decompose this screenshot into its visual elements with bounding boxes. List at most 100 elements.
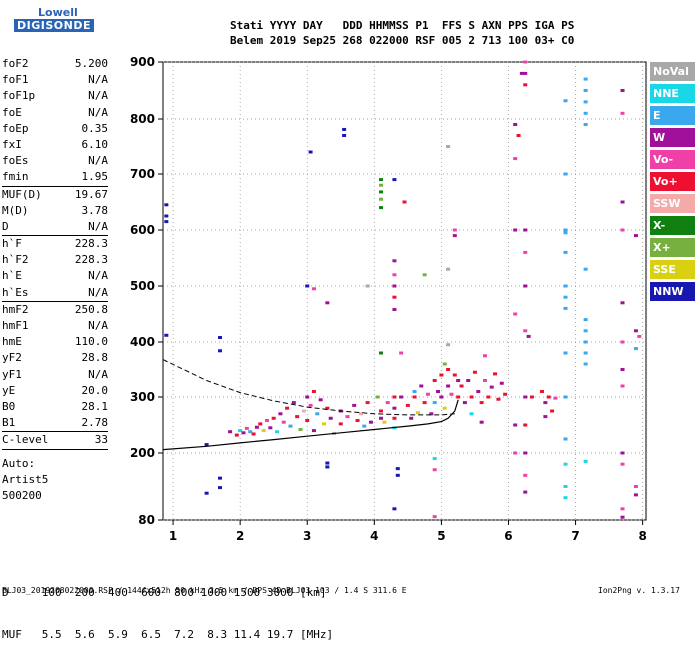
param-value: 2.78 bbox=[81, 416, 109, 430]
echo-point bbox=[523, 250, 528, 254]
legend-item: NoVal bbox=[650, 62, 695, 81]
echo-point bbox=[563, 437, 568, 441]
echo-point bbox=[442, 406, 447, 410]
echo-point bbox=[218, 336, 223, 340]
echo-point bbox=[553, 396, 558, 400]
echo-point bbox=[543, 415, 548, 419]
digisonde-logo: Lowell DIGISONDE bbox=[2, 4, 94, 38]
echo-point bbox=[395, 473, 400, 477]
echo-point bbox=[523, 284, 528, 288]
echo-point bbox=[305, 419, 310, 423]
echo-point bbox=[523, 473, 528, 477]
echo-point bbox=[325, 465, 330, 469]
echo-point bbox=[583, 267, 588, 271]
param-value: 5.200 bbox=[74, 57, 108, 70]
echo-point bbox=[499, 381, 504, 385]
echo-point bbox=[204, 443, 209, 447]
echo-point bbox=[620, 384, 625, 388]
param-row: h`E N/A bbox=[2, 268, 108, 284]
param-value: 19.67 bbox=[74, 187, 108, 201]
echo-point bbox=[513, 423, 518, 427]
legend-item: W bbox=[650, 128, 695, 147]
echo-point bbox=[422, 401, 427, 405]
echo-point bbox=[583, 351, 588, 355]
param-value: 28.1 bbox=[81, 399, 109, 413]
echo-point bbox=[258, 422, 263, 426]
echo-point bbox=[523, 329, 528, 333]
param-label: C-level bbox=[2, 433, 49, 447]
param-separator bbox=[2, 235, 108, 237]
echo-point bbox=[311, 429, 316, 433]
echo-point bbox=[563, 395, 568, 399]
param-label: foEs bbox=[2, 154, 29, 168]
echo-point bbox=[633, 493, 638, 497]
param-label: foE bbox=[2, 105, 22, 119]
echo-point bbox=[523, 71, 528, 75]
param-row: C-level 33 bbox=[2, 432, 108, 448]
param-value: 28.8 bbox=[81, 351, 109, 365]
param-label: hmE bbox=[2, 335, 22, 349]
echo-point bbox=[620, 228, 625, 232]
echo-point bbox=[583, 89, 588, 92]
echo-point bbox=[419, 384, 424, 388]
param-value: N/A bbox=[88, 319, 108, 332]
echo-point bbox=[358, 412, 363, 416]
echo-point bbox=[633, 347, 638, 351]
param-label: fmin bbox=[2, 170, 29, 184]
y-tick-label: 80 bbox=[138, 513, 155, 527]
echo-point bbox=[583, 111, 588, 115]
param-row: fmin 1.95 bbox=[2, 169, 108, 185]
echo-point bbox=[322, 422, 326, 426]
echo-point bbox=[218, 476, 223, 480]
echo-point bbox=[305, 284, 310, 288]
echo-point bbox=[446, 145, 451, 148]
param-label: foF1 bbox=[2, 73, 29, 87]
echo-point bbox=[308, 403, 313, 407]
param-value: N/A bbox=[88, 269, 108, 283]
y-tick-label: 300 bbox=[130, 390, 155, 404]
echo-point bbox=[620, 89, 625, 92]
logo-product: DIGISONDE bbox=[14, 19, 94, 32]
param-value: 228.3 bbox=[74, 237, 108, 251]
echo-point bbox=[633, 485, 638, 488]
echo-point bbox=[392, 178, 397, 182]
echo-point bbox=[311, 287, 316, 291]
echo-point bbox=[238, 429, 243, 433]
echo-point bbox=[563, 172, 568, 176]
echo-point bbox=[620, 111, 625, 115]
param-row: yF2 28.8 bbox=[2, 350, 108, 366]
legend-item: Vo+ bbox=[650, 172, 695, 191]
echo-point bbox=[241, 431, 246, 435]
echo-point bbox=[633, 329, 638, 333]
echo-point bbox=[362, 424, 367, 428]
param-row: D N/A bbox=[2, 219, 108, 235]
echo-point bbox=[379, 409, 384, 413]
echo-point bbox=[164, 203, 169, 207]
legend-item: X- bbox=[650, 216, 695, 235]
x-tick-label: 4 bbox=[370, 529, 378, 543]
echo-point bbox=[325, 461, 330, 465]
echo-point bbox=[523, 60, 528, 64]
echo-point bbox=[620, 515, 625, 519]
echo-point bbox=[446, 343, 451, 347]
echo-point bbox=[476, 390, 481, 393]
x-tick-label: 5 bbox=[437, 529, 445, 543]
echo-point bbox=[563, 228, 568, 232]
param-row: h`Es N/A bbox=[2, 285, 108, 301]
echo-point bbox=[452, 228, 457, 232]
echo-point bbox=[392, 395, 397, 399]
echo-point bbox=[620, 340, 625, 344]
echo-point bbox=[543, 401, 548, 405]
echo-point bbox=[399, 395, 404, 399]
echo-point bbox=[311, 390, 316, 393]
param-row: B1 2.78 bbox=[2, 415, 108, 431]
echo-point bbox=[523, 451, 528, 455]
param-value: 0.35 bbox=[81, 121, 109, 135]
echo-point bbox=[392, 295, 397, 299]
echo-point bbox=[563, 231, 568, 235]
echo-point bbox=[620, 451, 625, 455]
echo-point bbox=[432, 401, 437, 405]
param-label: yF2 bbox=[2, 351, 22, 365]
y-tick-label: 400 bbox=[130, 335, 155, 349]
echo-point bbox=[432, 468, 437, 472]
